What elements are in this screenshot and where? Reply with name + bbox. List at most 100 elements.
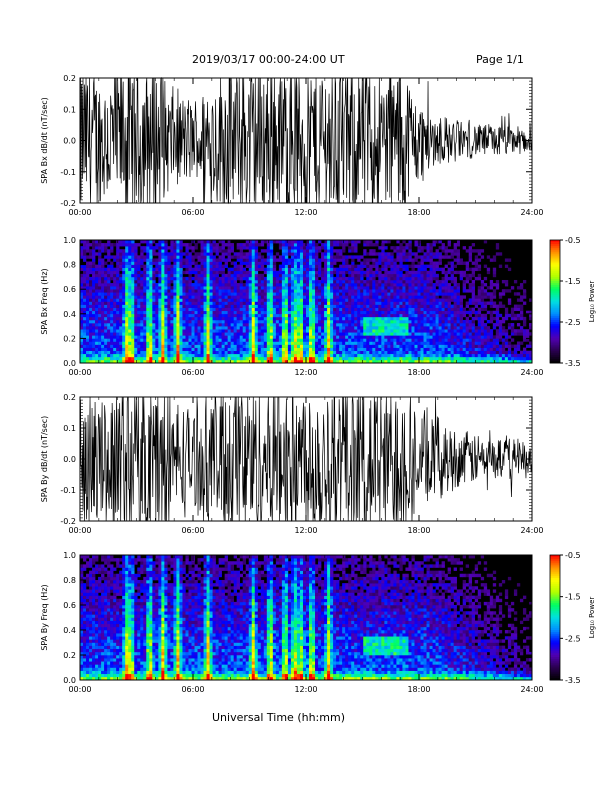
spectrogram-cell (378, 341, 382, 345)
spectrogram-cell (447, 261, 451, 265)
spectrogram-cell (402, 246, 406, 250)
spectrogram-cell (339, 255, 343, 259)
spectrogram-cell (450, 289, 454, 293)
spectrogram-cell (417, 326, 421, 330)
spectrogram-cell (345, 283, 349, 287)
spectrogram-cell (230, 341, 234, 345)
spectrogram-cell (152, 283, 156, 287)
spectrogram-cell (182, 323, 186, 327)
spectrogram-cell (302, 329, 307, 333)
spectrogram-cell (432, 353, 436, 358)
spectrogram-cell (296, 252, 301, 256)
spectrogram-cell (315, 243, 319, 247)
spectrogram-cell (137, 344, 141, 348)
spectrogram-cell (345, 319, 349, 324)
spectrogram-cell (143, 344, 147, 348)
spectrogram-cell (182, 347, 186, 352)
spectrogram-cell (110, 335, 114, 339)
spectrogram-cell (239, 273, 244, 278)
spectrogram-cell (194, 338, 198, 342)
spectrogram-cell (354, 313, 358, 318)
spectrogram-cell (92, 249, 96, 253)
spectrogram-cell (336, 270, 340, 275)
spectrogram-cell (309, 270, 313, 275)
spectrogram-cell (390, 329, 394, 333)
spectrogram-cell (122, 243, 126, 247)
spectrogram-cell (107, 304, 111, 308)
spectrogram-cell (194, 359, 198, 364)
spectrogram-cell (381, 255, 385, 259)
spectrogram-cell (363, 295, 367, 299)
spectrogram-cell (131, 243, 135, 247)
spectrogram-cell (456, 323, 460, 327)
spectrogram-cell (357, 276, 361, 281)
spectrogram-cell (110, 249, 114, 253)
spectrogram-cell (269, 298, 274, 302)
spectrogram-cell (342, 283, 346, 287)
spectrogram-cell (203, 246, 207, 250)
spectrogram-cell (290, 255, 295, 259)
spectrogram-cell (309, 347, 313, 352)
spectrogram-cell (345, 286, 349, 290)
spectrogram-cell (227, 341, 231, 345)
spectrogram-cell (230, 316, 234, 321)
spectrogram-cell (375, 356, 379, 361)
spectrogram-cell (306, 283, 310, 287)
spectrogram-cell (239, 246, 244, 250)
spectrogram-cell (312, 276, 316, 281)
spectrogram-cell (408, 276, 412, 281)
spectrogram-cell (101, 261, 105, 265)
spectrogram-cell (366, 341, 370, 345)
spectrogram-cell (435, 329, 439, 333)
spectrogram-cell (429, 341, 433, 345)
spectrogram-cell (128, 350, 132, 355)
spectrogram-cell (92, 326, 96, 330)
spectrogram-cell (302, 353, 307, 358)
spectrogram-cell (128, 264, 132, 268)
spectrogram-cell (224, 338, 228, 342)
spectrogram-cell (212, 307, 216, 312)
spectrogram-cell (248, 298, 253, 302)
spectrogram-cell (182, 286, 186, 290)
spectrogram-cell (357, 326, 361, 330)
spectrogram-cell (89, 292, 93, 296)
spectrogram-cell (248, 264, 253, 268)
spectrogram-cell (296, 264, 301, 268)
spectrogram-cell (245, 310, 250, 315)
spectrogram-cell (200, 249, 204, 253)
spectrogram-cell (227, 335, 231, 339)
spectrogram-cell (176, 329, 180, 333)
spectrogram-cell (348, 319, 352, 324)
spectrogram-cell (284, 261, 289, 265)
spectrogram-cell (254, 276, 259, 281)
spectrogram-cell (336, 286, 340, 290)
spectrogram-cell (354, 347, 358, 352)
spectrogram-cell (336, 298, 340, 302)
spectrogram-cell (257, 279, 262, 284)
spectrogram-cell (176, 240, 180, 244)
spectrogram-cell (116, 329, 120, 333)
spectrogram-cell (95, 310, 99, 315)
spectrogram-cell (194, 252, 198, 256)
spectrogram-cell (333, 258, 337, 262)
spectrogram-cell (191, 353, 195, 358)
spectrogram-cell (275, 335, 280, 339)
spectrogram-cell (227, 304, 231, 308)
spectrogram-cell (98, 338, 102, 342)
spectrogram-cell (110, 316, 114, 321)
spectrogram-cell (381, 292, 385, 296)
spectrogram-cell (453, 338, 457, 342)
spectrogram-cell (354, 319, 358, 324)
spectrogram-cell (158, 292, 162, 296)
spectrogram-cell (185, 356, 189, 361)
spectrogram-cell (375, 353, 379, 358)
spectrogram-cell (212, 267, 216, 272)
spectrogram-cell (390, 283, 394, 287)
spectrogram-cell (318, 316, 322, 321)
spectrogram-cell (306, 356, 310, 361)
spectrogram-cell (456, 310, 460, 315)
spectrogram-cell (227, 270, 231, 275)
spectrogram-cell (143, 304, 147, 308)
spectrogram-cell (447, 267, 451, 272)
spectrogram-cell (465, 350, 470, 355)
